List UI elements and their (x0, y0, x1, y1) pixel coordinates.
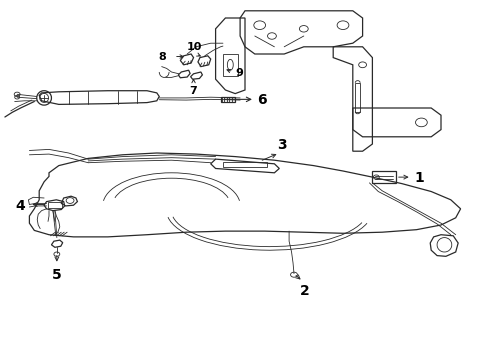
Text: 4: 4 (16, 199, 25, 212)
Text: 9: 9 (235, 68, 243, 78)
Text: 6: 6 (257, 94, 267, 107)
Bar (223, 162, 267, 167)
Text: 1: 1 (414, 171, 424, 185)
Text: 7: 7 (190, 86, 197, 96)
Text: 10: 10 (186, 42, 202, 52)
Bar (372, 171, 396, 183)
Text: 5: 5 (52, 268, 62, 282)
Text: 3: 3 (277, 138, 287, 152)
Text: 2: 2 (300, 284, 310, 298)
Bar (220, 97, 235, 102)
Bar (48, 202, 62, 208)
Text: 8: 8 (159, 51, 167, 62)
Bar (223, 54, 238, 76)
